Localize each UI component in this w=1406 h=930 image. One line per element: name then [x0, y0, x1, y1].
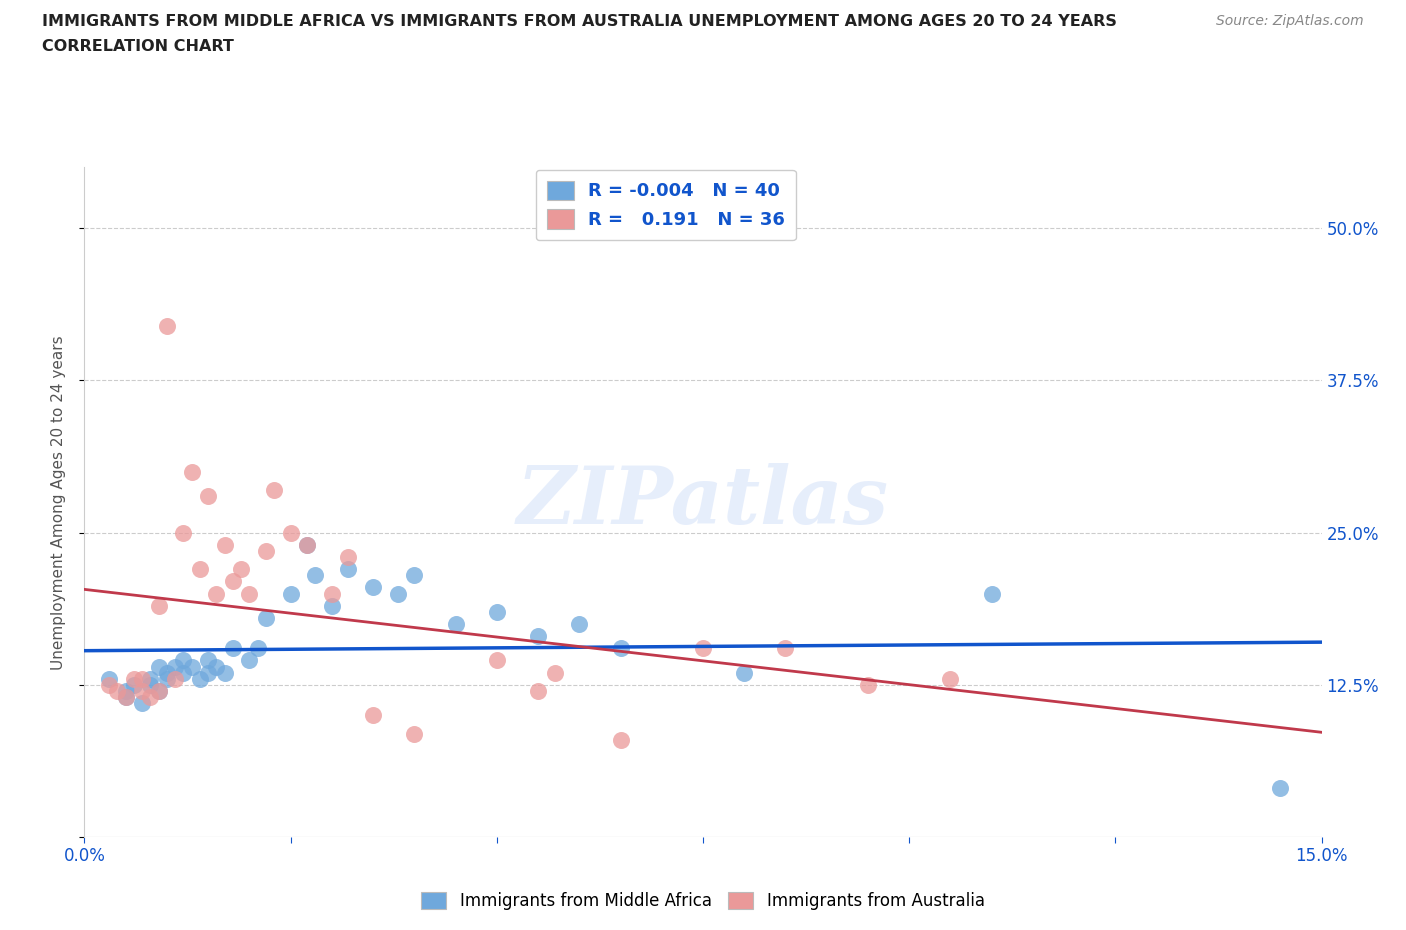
Point [180, 659, 202, 674]
Point [527, 629, 550, 644]
Point [733, 665, 755, 680]
Point [98, 671, 121, 686]
Point [148, 598, 170, 613]
Point [139, 677, 162, 692]
Point [321, 586, 343, 601]
Point [205, 586, 228, 601]
Point [188, 671, 211, 686]
Point [444, 617, 467, 631]
Point [238, 586, 260, 601]
Point [122, 677, 145, 692]
Point [980, 586, 1002, 601]
Point [122, 671, 145, 686]
Point [609, 732, 631, 747]
Point [337, 562, 360, 577]
Point [1270, 781, 1292, 796]
Point [139, 689, 162, 704]
Point [229, 562, 252, 577]
Point [361, 708, 384, 723]
Point [361, 580, 384, 595]
Point [254, 610, 277, 625]
Point [404, 568, 426, 583]
Point [165, 671, 187, 686]
Point [165, 659, 187, 674]
Point [404, 726, 426, 741]
Text: ZIPatlas: ZIPatlas [517, 463, 889, 541]
Point [214, 665, 236, 680]
Point [387, 586, 409, 601]
Point [295, 538, 318, 552]
Point [156, 671, 179, 686]
Point [205, 659, 228, 674]
Point [156, 318, 179, 333]
Point [856, 677, 879, 692]
Point [139, 671, 162, 686]
Point [114, 689, 136, 704]
Point [114, 689, 136, 704]
Point [114, 684, 136, 698]
Point [246, 641, 269, 656]
Point [280, 525, 302, 540]
Point [197, 665, 219, 680]
Legend: Immigrants from Middle Africa, Immigrants from Australia: Immigrants from Middle Africa, Immigrant… [415, 885, 991, 917]
Point [156, 665, 179, 680]
Point [254, 543, 277, 558]
Point [485, 604, 508, 619]
Point [568, 617, 591, 631]
Point [280, 586, 302, 601]
Point [263, 483, 285, 498]
Point [172, 653, 194, 668]
Point [197, 488, 219, 503]
Point [222, 641, 245, 656]
Point [692, 641, 714, 656]
Point [295, 538, 318, 552]
Point [238, 653, 260, 668]
Text: CORRELATION CHART: CORRELATION CHART [42, 39, 233, 54]
Point [304, 568, 326, 583]
Point [197, 653, 219, 668]
Point [105, 684, 128, 698]
Point [180, 464, 202, 479]
Text: IMMIGRANTS FROM MIDDLE AFRICA VS IMMIGRANTS FROM AUSTRALIA UNEMPLOYMENT AMONG AG: IMMIGRANTS FROM MIDDLE AFRICA VS IMMIGRA… [42, 14, 1116, 29]
Point [131, 696, 153, 711]
Point [172, 525, 194, 540]
Point [543, 665, 565, 680]
Point [131, 684, 153, 698]
Point [337, 550, 360, 565]
Point [98, 677, 121, 692]
Point [131, 671, 153, 686]
Point [172, 665, 194, 680]
Point [148, 684, 170, 698]
Point [775, 641, 797, 656]
Point [485, 653, 508, 668]
Y-axis label: Unemployment Among Ages 20 to 24 years: Unemployment Among Ages 20 to 24 years [51, 335, 66, 670]
Point [148, 684, 170, 698]
Legend: R = -0.004   N = 40, R =   0.191   N = 36: R = -0.004 N = 40, R = 0.191 N = 36 [536, 170, 796, 240]
Point [188, 562, 211, 577]
Point [609, 641, 631, 656]
Point [321, 598, 343, 613]
Text: Source: ZipAtlas.com: Source: ZipAtlas.com [1216, 14, 1364, 28]
Point [527, 684, 550, 698]
Point [222, 574, 245, 589]
Point [214, 538, 236, 552]
Point [939, 671, 962, 686]
Point [148, 659, 170, 674]
